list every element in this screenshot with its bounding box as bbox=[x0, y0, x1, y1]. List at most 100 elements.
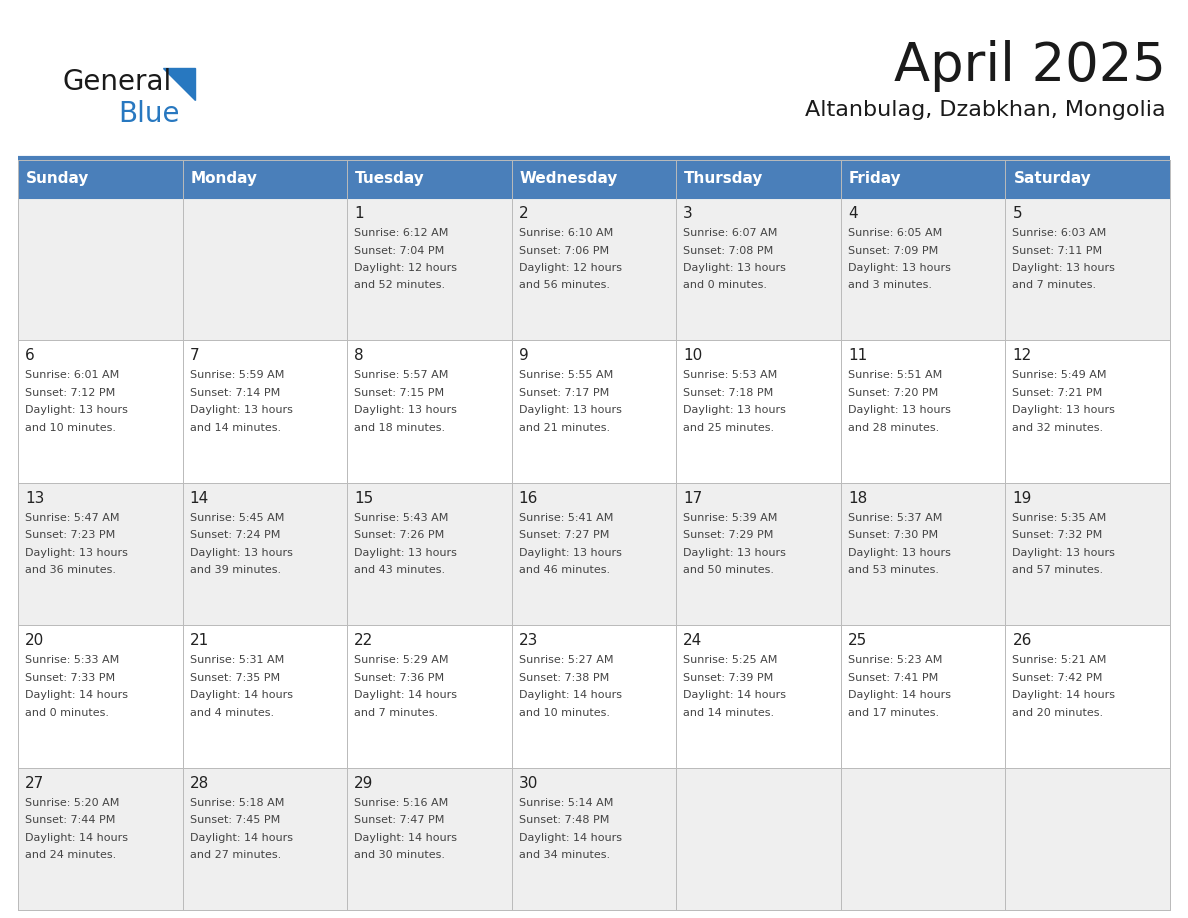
Bar bbox=[841, 767, 1005, 910]
Text: Sunrise: 6:10 AM: Sunrise: 6:10 AM bbox=[519, 228, 613, 238]
Text: Daylight: 13 hours: Daylight: 13 hours bbox=[848, 406, 950, 416]
Text: Sunset: 7:15 PM: Sunset: 7:15 PM bbox=[354, 388, 444, 397]
Text: Sunset: 7:48 PM: Sunset: 7:48 PM bbox=[519, 815, 609, 825]
Text: Daylight: 13 hours: Daylight: 13 hours bbox=[683, 263, 786, 273]
Text: and 10 minutes.: and 10 minutes. bbox=[25, 423, 116, 433]
Text: and 46 minutes.: and 46 minutes. bbox=[519, 565, 609, 576]
Text: Sunrise: 5:27 AM: Sunrise: 5:27 AM bbox=[519, 655, 613, 666]
Text: Sunset: 7:20 PM: Sunset: 7:20 PM bbox=[848, 388, 939, 397]
Text: Daylight: 13 hours: Daylight: 13 hours bbox=[1012, 263, 1116, 273]
Text: Daylight: 13 hours: Daylight: 13 hours bbox=[683, 406, 786, 416]
Text: Sunset: 7:26 PM: Sunset: 7:26 PM bbox=[354, 531, 444, 541]
Text: and 20 minutes.: and 20 minutes. bbox=[1012, 708, 1104, 718]
Bar bbox=[183, 767, 347, 910]
Text: Sunrise: 5:49 AM: Sunrise: 5:49 AM bbox=[1012, 370, 1107, 380]
Text: Daylight: 13 hours: Daylight: 13 hours bbox=[25, 406, 128, 416]
Bar bbox=[841, 483, 1005, 625]
Bar bbox=[18, 483, 183, 625]
Text: Sunrise: 5:53 AM: Sunrise: 5:53 AM bbox=[683, 370, 777, 380]
Text: Sunset: 7:41 PM: Sunset: 7:41 PM bbox=[848, 673, 939, 683]
Bar bbox=[512, 341, 676, 483]
Text: 27: 27 bbox=[25, 776, 44, 790]
Bar bbox=[183, 160, 347, 198]
Text: and 52 minutes.: and 52 minutes. bbox=[354, 281, 446, 290]
Bar bbox=[18, 160, 183, 198]
Bar bbox=[841, 198, 1005, 341]
Text: Sunday: Sunday bbox=[26, 172, 89, 186]
Text: 26: 26 bbox=[1012, 633, 1032, 648]
Bar bbox=[676, 341, 841, 483]
Text: Sunset: 7:24 PM: Sunset: 7:24 PM bbox=[190, 531, 280, 541]
Text: 30: 30 bbox=[519, 776, 538, 790]
Text: and 7 minutes.: and 7 minutes. bbox=[1012, 281, 1097, 290]
Text: Sunrise: 5:14 AM: Sunrise: 5:14 AM bbox=[519, 798, 613, 808]
Text: Sunrise: 5:37 AM: Sunrise: 5:37 AM bbox=[848, 513, 942, 522]
Text: and 25 minutes.: and 25 minutes. bbox=[683, 423, 775, 433]
Text: 2: 2 bbox=[519, 206, 529, 221]
Bar bbox=[1005, 341, 1170, 483]
Text: 22: 22 bbox=[354, 633, 373, 648]
Text: 13: 13 bbox=[25, 491, 44, 506]
Text: Sunset: 7:42 PM: Sunset: 7:42 PM bbox=[1012, 673, 1102, 683]
Text: 18: 18 bbox=[848, 491, 867, 506]
Bar bbox=[676, 160, 841, 198]
Text: Daylight: 14 hours: Daylight: 14 hours bbox=[519, 833, 621, 843]
Bar bbox=[18, 625, 183, 767]
Text: Sunrise: 5:33 AM: Sunrise: 5:33 AM bbox=[25, 655, 119, 666]
Bar bbox=[512, 198, 676, 341]
Bar bbox=[1005, 625, 1170, 767]
Text: Saturday: Saturday bbox=[1013, 172, 1092, 186]
Text: Sunset: 7:33 PM: Sunset: 7:33 PM bbox=[25, 673, 115, 683]
Bar bbox=[347, 160, 512, 198]
Text: 17: 17 bbox=[683, 491, 702, 506]
Text: Sunset: 7:06 PM: Sunset: 7:06 PM bbox=[519, 245, 608, 255]
Bar bbox=[18, 767, 183, 910]
Text: Sunrise: 5:25 AM: Sunrise: 5:25 AM bbox=[683, 655, 778, 666]
Text: Daylight: 13 hours: Daylight: 13 hours bbox=[190, 548, 292, 558]
Text: General: General bbox=[62, 68, 171, 96]
Bar bbox=[347, 483, 512, 625]
Text: Daylight: 14 hours: Daylight: 14 hours bbox=[25, 833, 128, 843]
Text: Daylight: 14 hours: Daylight: 14 hours bbox=[190, 833, 292, 843]
Text: Altanbulag, Dzabkhan, Mongolia: Altanbulag, Dzabkhan, Mongolia bbox=[805, 100, 1165, 120]
Text: and 53 minutes.: and 53 minutes. bbox=[848, 565, 939, 576]
Text: and 14 minutes.: and 14 minutes. bbox=[683, 708, 775, 718]
Bar bbox=[18, 198, 183, 341]
Text: Sunrise: 6:07 AM: Sunrise: 6:07 AM bbox=[683, 228, 778, 238]
Bar bbox=[512, 625, 676, 767]
Text: Daylight: 14 hours: Daylight: 14 hours bbox=[190, 690, 292, 700]
Text: Sunrise: 5:45 AM: Sunrise: 5:45 AM bbox=[190, 513, 284, 522]
Text: Daylight: 14 hours: Daylight: 14 hours bbox=[354, 690, 457, 700]
Text: Thursday: Thursday bbox=[684, 172, 764, 186]
Text: and 32 minutes.: and 32 minutes. bbox=[1012, 423, 1104, 433]
Text: Sunset: 7:47 PM: Sunset: 7:47 PM bbox=[354, 815, 444, 825]
Text: Sunrise: 5:55 AM: Sunrise: 5:55 AM bbox=[519, 370, 613, 380]
Text: Sunrise: 5:31 AM: Sunrise: 5:31 AM bbox=[190, 655, 284, 666]
Bar bbox=[676, 767, 841, 910]
Text: Daylight: 14 hours: Daylight: 14 hours bbox=[683, 690, 786, 700]
Bar bbox=[347, 767, 512, 910]
Text: Sunrise: 5:23 AM: Sunrise: 5:23 AM bbox=[848, 655, 942, 666]
Text: and 7 minutes.: and 7 minutes. bbox=[354, 708, 438, 718]
Text: Sunset: 7:23 PM: Sunset: 7:23 PM bbox=[25, 531, 115, 541]
Text: April 2025: April 2025 bbox=[895, 40, 1165, 92]
Bar bbox=[347, 198, 512, 341]
Text: Sunrise: 5:39 AM: Sunrise: 5:39 AM bbox=[683, 513, 778, 522]
Text: Sunset: 7:18 PM: Sunset: 7:18 PM bbox=[683, 388, 773, 397]
Text: Daylight: 14 hours: Daylight: 14 hours bbox=[25, 690, 128, 700]
Text: Sunset: 7:39 PM: Sunset: 7:39 PM bbox=[683, 673, 773, 683]
Text: Sunrise: 5:20 AM: Sunrise: 5:20 AM bbox=[25, 798, 119, 808]
Text: Sunrise: 5:59 AM: Sunrise: 5:59 AM bbox=[190, 370, 284, 380]
Text: Sunset: 7:35 PM: Sunset: 7:35 PM bbox=[190, 673, 279, 683]
Text: Sunrise: 6:01 AM: Sunrise: 6:01 AM bbox=[25, 370, 119, 380]
Bar bbox=[676, 625, 841, 767]
Bar bbox=[18, 341, 183, 483]
Text: 21: 21 bbox=[190, 633, 209, 648]
Text: 12: 12 bbox=[1012, 349, 1031, 364]
Text: Sunrise: 5:35 AM: Sunrise: 5:35 AM bbox=[1012, 513, 1107, 522]
Text: and 21 minutes.: and 21 minutes. bbox=[519, 423, 609, 433]
Text: and 0 minutes.: and 0 minutes. bbox=[25, 708, 109, 718]
Text: Blue: Blue bbox=[118, 100, 179, 128]
Text: Sunset: 7:04 PM: Sunset: 7:04 PM bbox=[354, 245, 444, 255]
Text: Friday: Friday bbox=[849, 172, 902, 186]
